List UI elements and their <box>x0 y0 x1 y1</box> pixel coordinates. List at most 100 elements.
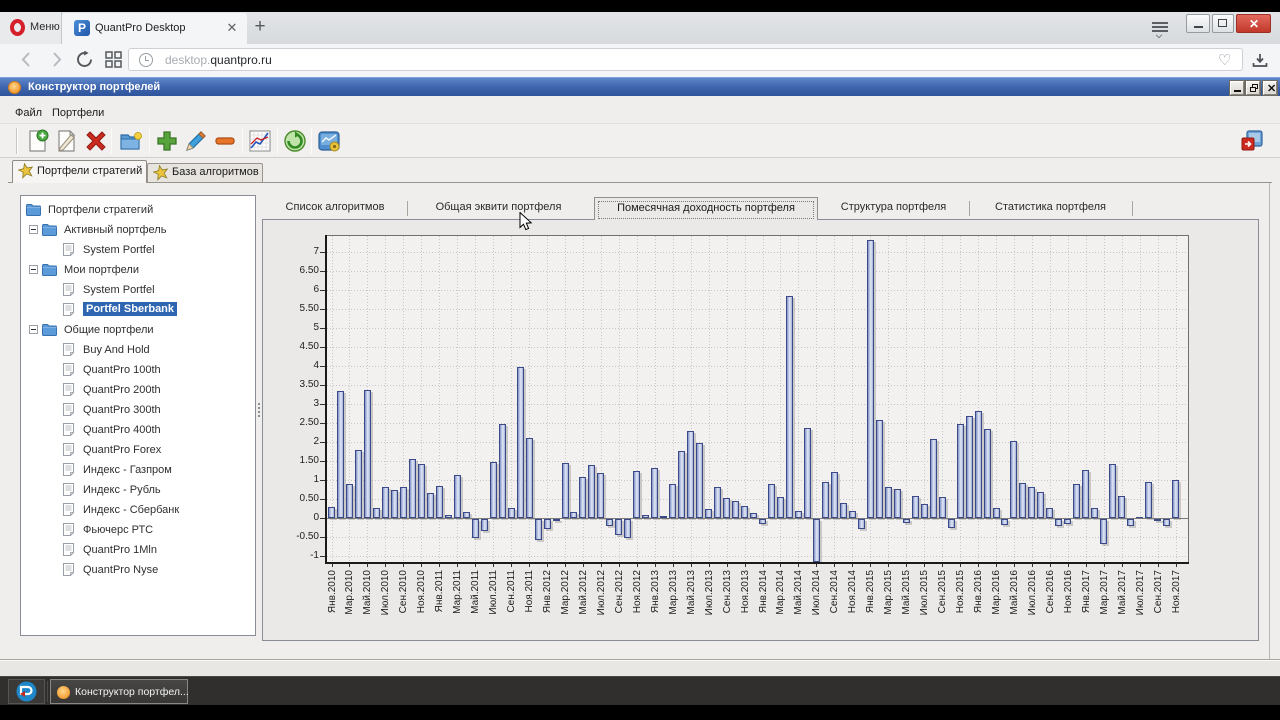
bar <box>588 465 596 518</box>
taskbar-app-button[interactable]: Конструктор портфел... <box>50 679 189 704</box>
tree-item-quantpro-100th[interactable]: QuantPro 100th <box>21 360 255 380</box>
menu-file[interactable]: Файл <box>15 107 43 119</box>
app-minimize-button[interactable] <box>1230 80 1244 95</box>
tree-item-индекс-сбербанк[interactable]: Индекс - Сбербанк <box>21 500 255 520</box>
h-gridline <box>327 479 1188 481</box>
x-tick-label: Ноя.2011 <box>524 570 535 613</box>
tree-expander-icon[interactable] <box>29 325 38 334</box>
app-toolbar <box>0 123 1280 158</box>
y-tick <box>320 384 325 386</box>
browser-minimize-button[interactable] <box>1186 14 1210 33</box>
subtab-separator <box>407 201 408 216</box>
open-folder-icon[interactable] <box>119 129 143 153</box>
menu-portfolios[interactable]: Портфели <box>52 107 105 119</box>
refresh-icon[interactable] <box>283 129 307 153</box>
tree-item-мои-портфели[interactable]: Мои портфели <box>21 260 255 280</box>
x-tick <box>995 564 997 567</box>
tab-close-icon[interactable]: ✕ <box>226 20 238 35</box>
browser-maximize-button[interactable] <box>1212 14 1234 33</box>
y-tick-label: 0 <box>313 512 319 524</box>
new-tab-button[interactable]: + <box>254 16 266 37</box>
x-tick <box>924 564 926 567</box>
browser-menu-button[interactable]: Меню <box>0 12 62 44</box>
tree-item-quantpro-200th[interactable]: QuantPro 200th <box>21 380 255 400</box>
h-gridline <box>327 460 1188 462</box>
edit-portfolio-icon[interactable] <box>55 129 79 153</box>
tree-item-общие-портфели[interactable]: Общие портфели <box>21 320 255 340</box>
tree-item-индекс-газпром[interactable]: Индекс - Газпром <box>21 460 255 480</box>
tree-item-quantpro-300th[interactable]: QuantPro 300th <box>21 400 255 420</box>
y-tick <box>320 346 325 348</box>
tree-item-quantpro-400th[interactable]: QuantPro 400th <box>21 420 255 440</box>
x-tick-label: Сен.2013 <box>721 570 733 614</box>
browser-close-button[interactable]: ✕ <box>1236 14 1271 33</box>
chart-y-axis <box>325 235 327 564</box>
add-algorithm-icon[interactable] <box>155 129 179 153</box>
taskbar-browser-button[interactable] <box>8 679 45 704</box>
tree-expander-icon[interactable] <box>29 225 38 234</box>
tree-item-buy-and-hold[interactable]: Buy And Hold <box>21 340 255 360</box>
address-bar[interactable]: desktop.quantpro.ru ♡ <box>128 48 1243 71</box>
equity-chart-icon[interactable] <box>248 129 272 153</box>
subtab-1[interactable]: Общая эквити портфеля <box>435 201 562 213</box>
bar <box>426 493 434 518</box>
speed-dial-icon[interactable] <box>105 51 122 68</box>
tree-expander-icon[interactable] <box>29 265 38 274</box>
chart-settings-icon[interactable] <box>317 129 341 153</box>
v-gridline <box>995 236 997 562</box>
edit-algorithm-icon[interactable] <box>184 129 208 153</box>
browser-tab[interactable]: P QuantPro Desktop ✕ <box>62 13 247 44</box>
delete-portfolio-icon[interactable] <box>84 129 108 153</box>
tree-item-quantpro-nyse[interactable]: QuantPro Nyse <box>21 560 255 580</box>
download-icon[interactable] <box>1252 53 1268 68</box>
tree-item-quantpro-forex[interactable]: QuantPro Forex <box>21 440 255 460</box>
back-icon[interactable] <box>18 51 35 68</box>
v-gridline <box>385 236 387 562</box>
tree-item-фьючерс-ртс[interactable]: Фьючерс РТС <box>21 520 255 540</box>
h-gridline <box>327 251 1188 253</box>
bar <box>732 501 740 518</box>
bottom-black-strip <box>0 705 1280 720</box>
tree-item-system-portfel[interactable]: System Portfel <box>21 280 255 300</box>
y-tick-label: 0.50 <box>299 493 319 505</box>
x-tick-label: Июл.2015 <box>919 570 931 616</box>
tree-item-quantpro-1mln[interactable]: QuantPro 1Mln <box>21 540 255 560</box>
tree-item-индекс-рубль[interactable]: Индекс - Рубль <box>21 480 255 500</box>
window-right-edge <box>1269 182 1270 659</box>
v-gridline <box>564 236 566 562</box>
tree-item-system-portfel[interactable]: System Portfel <box>21 240 255 260</box>
reload-icon[interactable] <box>76 51 93 68</box>
bar <box>651 467 659 518</box>
bar <box>1172 480 1179 518</box>
tree-item-portfel-sberbank[interactable]: Portfel Sberbank <box>21 300 255 320</box>
bar <box>902 518 910 524</box>
subtab-monthly-returns[interactable]: Помесячная доходность портфеля <box>594 197 818 220</box>
heart-bookmark-icon[interactable]: ♡ <box>1218 52 1232 69</box>
page-icon <box>63 423 75 441</box>
bar <box>1154 518 1162 522</box>
windows-taskbar: Конструктор портфел... <box>0 676 1280 705</box>
remove-algorithm-icon[interactable] <box>213 129 237 153</box>
subtab-0[interactable]: Список алгоритмов <box>285 201 385 213</box>
tab-menu-icon[interactable] <box>1150 22 1172 39</box>
toolbar-separator <box>149 128 150 154</box>
tree-item-label: QuantPro 1Mln <box>83 544 157 556</box>
browser-address-row: desktop.quantpro.ru ♡ <box>0 44 1280 77</box>
v-gridline <box>762 236 764 562</box>
tab-portfolios-strategies[interactable]: Портфели стратегий <box>12 160 147 182</box>
new-portfolio-icon[interactable] <box>26 129 50 153</box>
tree-item-портфели-стратегий[interactable]: Портфели стратегий <box>21 200 255 220</box>
tab-algorithms-base[interactable]: База алгоритмов <box>147 163 263 182</box>
forward-icon[interactable] <box>48 51 65 68</box>
app-restore-button[interactable] <box>1246 80 1260 95</box>
subtab-4[interactable]: Статистика портфеля <box>995 201 1106 213</box>
exit-app-icon[interactable] <box>1240 129 1264 153</box>
tree-item-label: Buy And Hold <box>83 344 150 356</box>
x-tick <box>906 564 908 567</box>
app-title-bar[interactable]: Конструктор портфелей ✕ <box>0 77 1280 96</box>
tree-item-активный-портфель[interactable]: Активный портфель <box>21 220 255 240</box>
subtab-3[interactable]: Структура портфеля <box>840 201 947 213</box>
app-close-button[interactable]: ✕ <box>1263 80 1277 95</box>
panel-splitter[interactable] <box>257 403 261 421</box>
